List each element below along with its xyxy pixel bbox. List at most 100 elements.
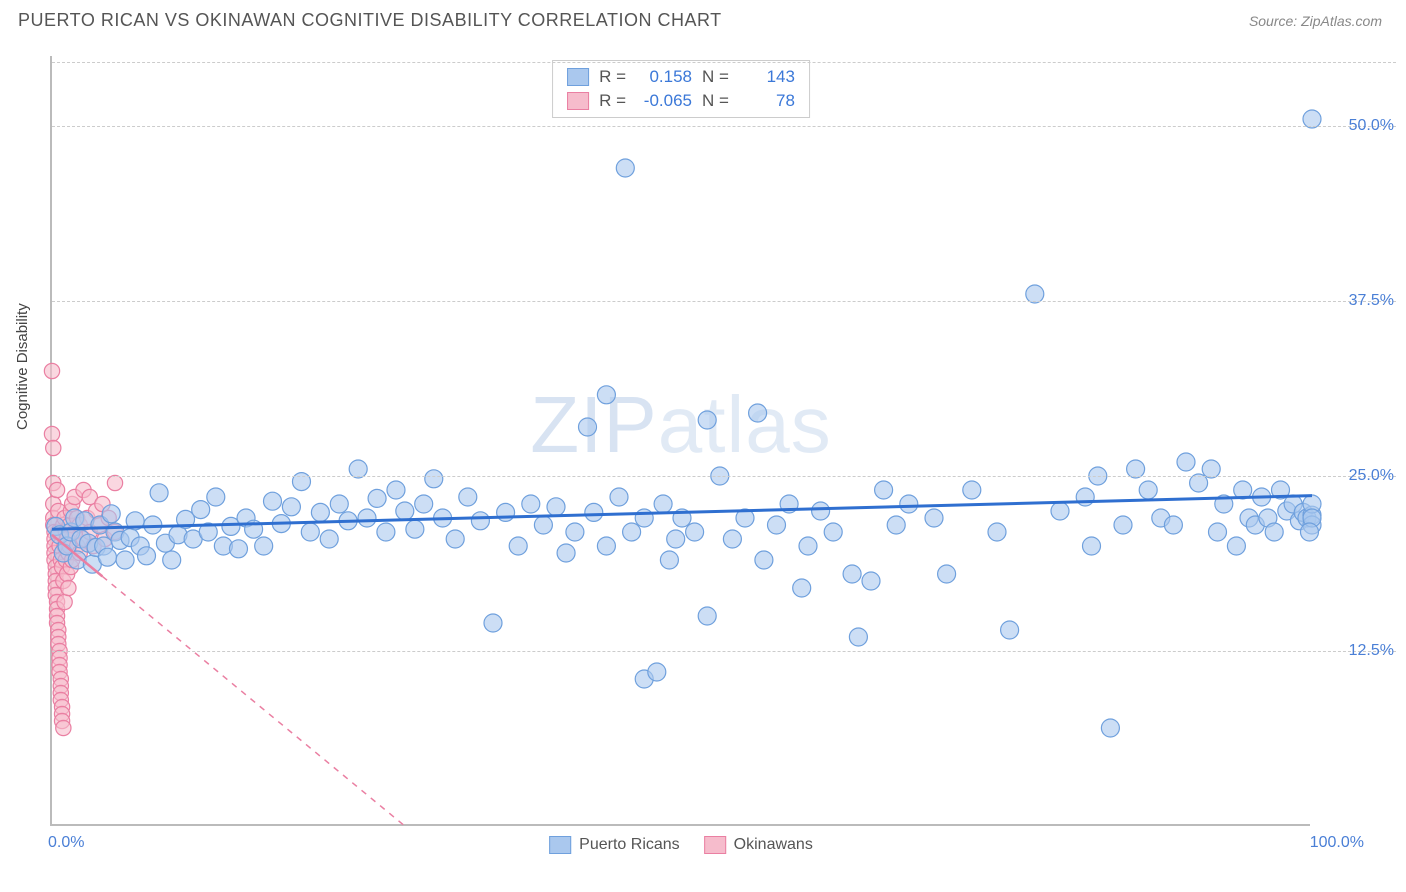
data-point: [459, 488, 477, 506]
data-point: [282, 498, 300, 516]
swatch-okinawans: [567, 92, 589, 110]
data-point: [1177, 453, 1195, 471]
data-point: [843, 565, 861, 583]
data-point: [755, 551, 773, 569]
data-point: [793, 579, 811, 597]
data-point: [415, 495, 433, 513]
trend-line: [102, 576, 404, 826]
data-point: [61, 580, 76, 595]
data-point: [654, 495, 672, 513]
data-point: [812, 502, 830, 520]
data-point: [698, 607, 716, 625]
gridline: [52, 126, 1396, 127]
legend-item-puerto-ricans: Puerto Ricans: [549, 836, 680, 854]
data-point: [44, 426, 59, 441]
data-point: [102, 505, 120, 523]
data-point: [207, 488, 225, 506]
data-point: [264, 492, 282, 510]
data-point: [557, 544, 575, 562]
chart-title: PUERTO RICAN VS OKINAWAN COGNITIVE DISAB…: [18, 10, 722, 31]
r-label: R =: [599, 91, 626, 111]
y-tick-label: 25.0%: [1314, 467, 1394, 485]
n-label: N =: [702, 91, 729, 111]
data-point: [900, 495, 918, 513]
legend-label-ok: Okinawans: [734, 836, 813, 854]
data-point: [107, 475, 122, 490]
data-point: [320, 530, 338, 548]
data-point: [1139, 481, 1157, 499]
data-point: [799, 537, 817, 555]
y-tick-label: 12.5%: [1314, 642, 1394, 660]
series-legend: Puerto Ricans Okinawans: [549, 836, 813, 854]
chart-plot-area: ZIPatlas R = 0.158 N = 143 R = -0.065 N …: [50, 56, 1310, 826]
data-point: [938, 565, 956, 583]
data-point: [597, 537, 615, 555]
data-point: [484, 614, 502, 632]
y-axis-label: Cognitive Disability: [14, 303, 31, 430]
data-point: [686, 523, 704, 541]
data-point: [862, 572, 880, 590]
data-point: [723, 530, 741, 548]
data-point: [566, 523, 584, 541]
data-point: [522, 495, 540, 513]
data-point: [1001, 621, 1019, 639]
data-point: [98, 548, 116, 566]
data-point: [57, 594, 72, 609]
data-point: [824, 523, 842, 541]
data-point: [988, 523, 1006, 541]
data-point: [116, 551, 134, 569]
data-point: [330, 495, 348, 513]
data-point: [768, 516, 786, 534]
data-point: [547, 498, 565, 516]
data-point: [1164, 516, 1182, 534]
data-point: [192, 501, 210, 519]
data-point: [749, 404, 767, 422]
swatch-okinawans: [704, 836, 726, 854]
correlation-legend: R = 0.158 N = 143 R = -0.065 N = 78: [552, 60, 810, 118]
data-point: [406, 520, 424, 538]
data-point: [963, 481, 981, 499]
data-point: [396, 502, 414, 520]
data-point: [648, 663, 666, 681]
scatter-svg: [52, 56, 1310, 824]
legend-label-pr: Puerto Ricans: [579, 836, 680, 854]
data-point: [301, 523, 319, 541]
r-value-pr: 0.158: [636, 67, 692, 87]
data-point: [446, 530, 464, 548]
data-point: [534, 516, 552, 534]
data-point: [46, 440, 61, 455]
data-point: [49, 482, 64, 497]
data-point: [509, 537, 527, 555]
gridline: [52, 651, 1396, 652]
data-point: [1300, 523, 1318, 541]
data-point: [887, 516, 905, 534]
data-point: [1227, 537, 1245, 555]
data-point: [44, 363, 59, 378]
data-point: [597, 386, 615, 404]
data-point: [616, 159, 634, 177]
data-point: [387, 481, 405, 499]
data-point: [1265, 523, 1283, 541]
data-point: [925, 509, 943, 527]
gridline: [52, 62, 1396, 63]
data-point: [1114, 516, 1132, 534]
data-point: [585, 503, 603, 521]
legend-row-okinawans: R = -0.065 N = 78: [553, 89, 809, 113]
n-value-pr: 143: [739, 67, 795, 87]
data-point: [150, 484, 168, 502]
data-point: [56, 720, 71, 735]
data-point: [471, 512, 489, 530]
data-point: [368, 489, 386, 507]
data-point: [635, 509, 653, 527]
data-point: [229, 540, 247, 558]
data-point: [1101, 719, 1119, 737]
data-point: [255, 537, 273, 555]
data-point: [698, 411, 716, 429]
data-point: [610, 488, 628, 506]
data-point: [1209, 523, 1227, 541]
gridline: [52, 301, 1396, 302]
data-point: [311, 503, 329, 521]
data-point: [425, 470, 443, 488]
source-attribution: Source: ZipAtlas.com: [1249, 13, 1382, 29]
data-point: [875, 481, 893, 499]
